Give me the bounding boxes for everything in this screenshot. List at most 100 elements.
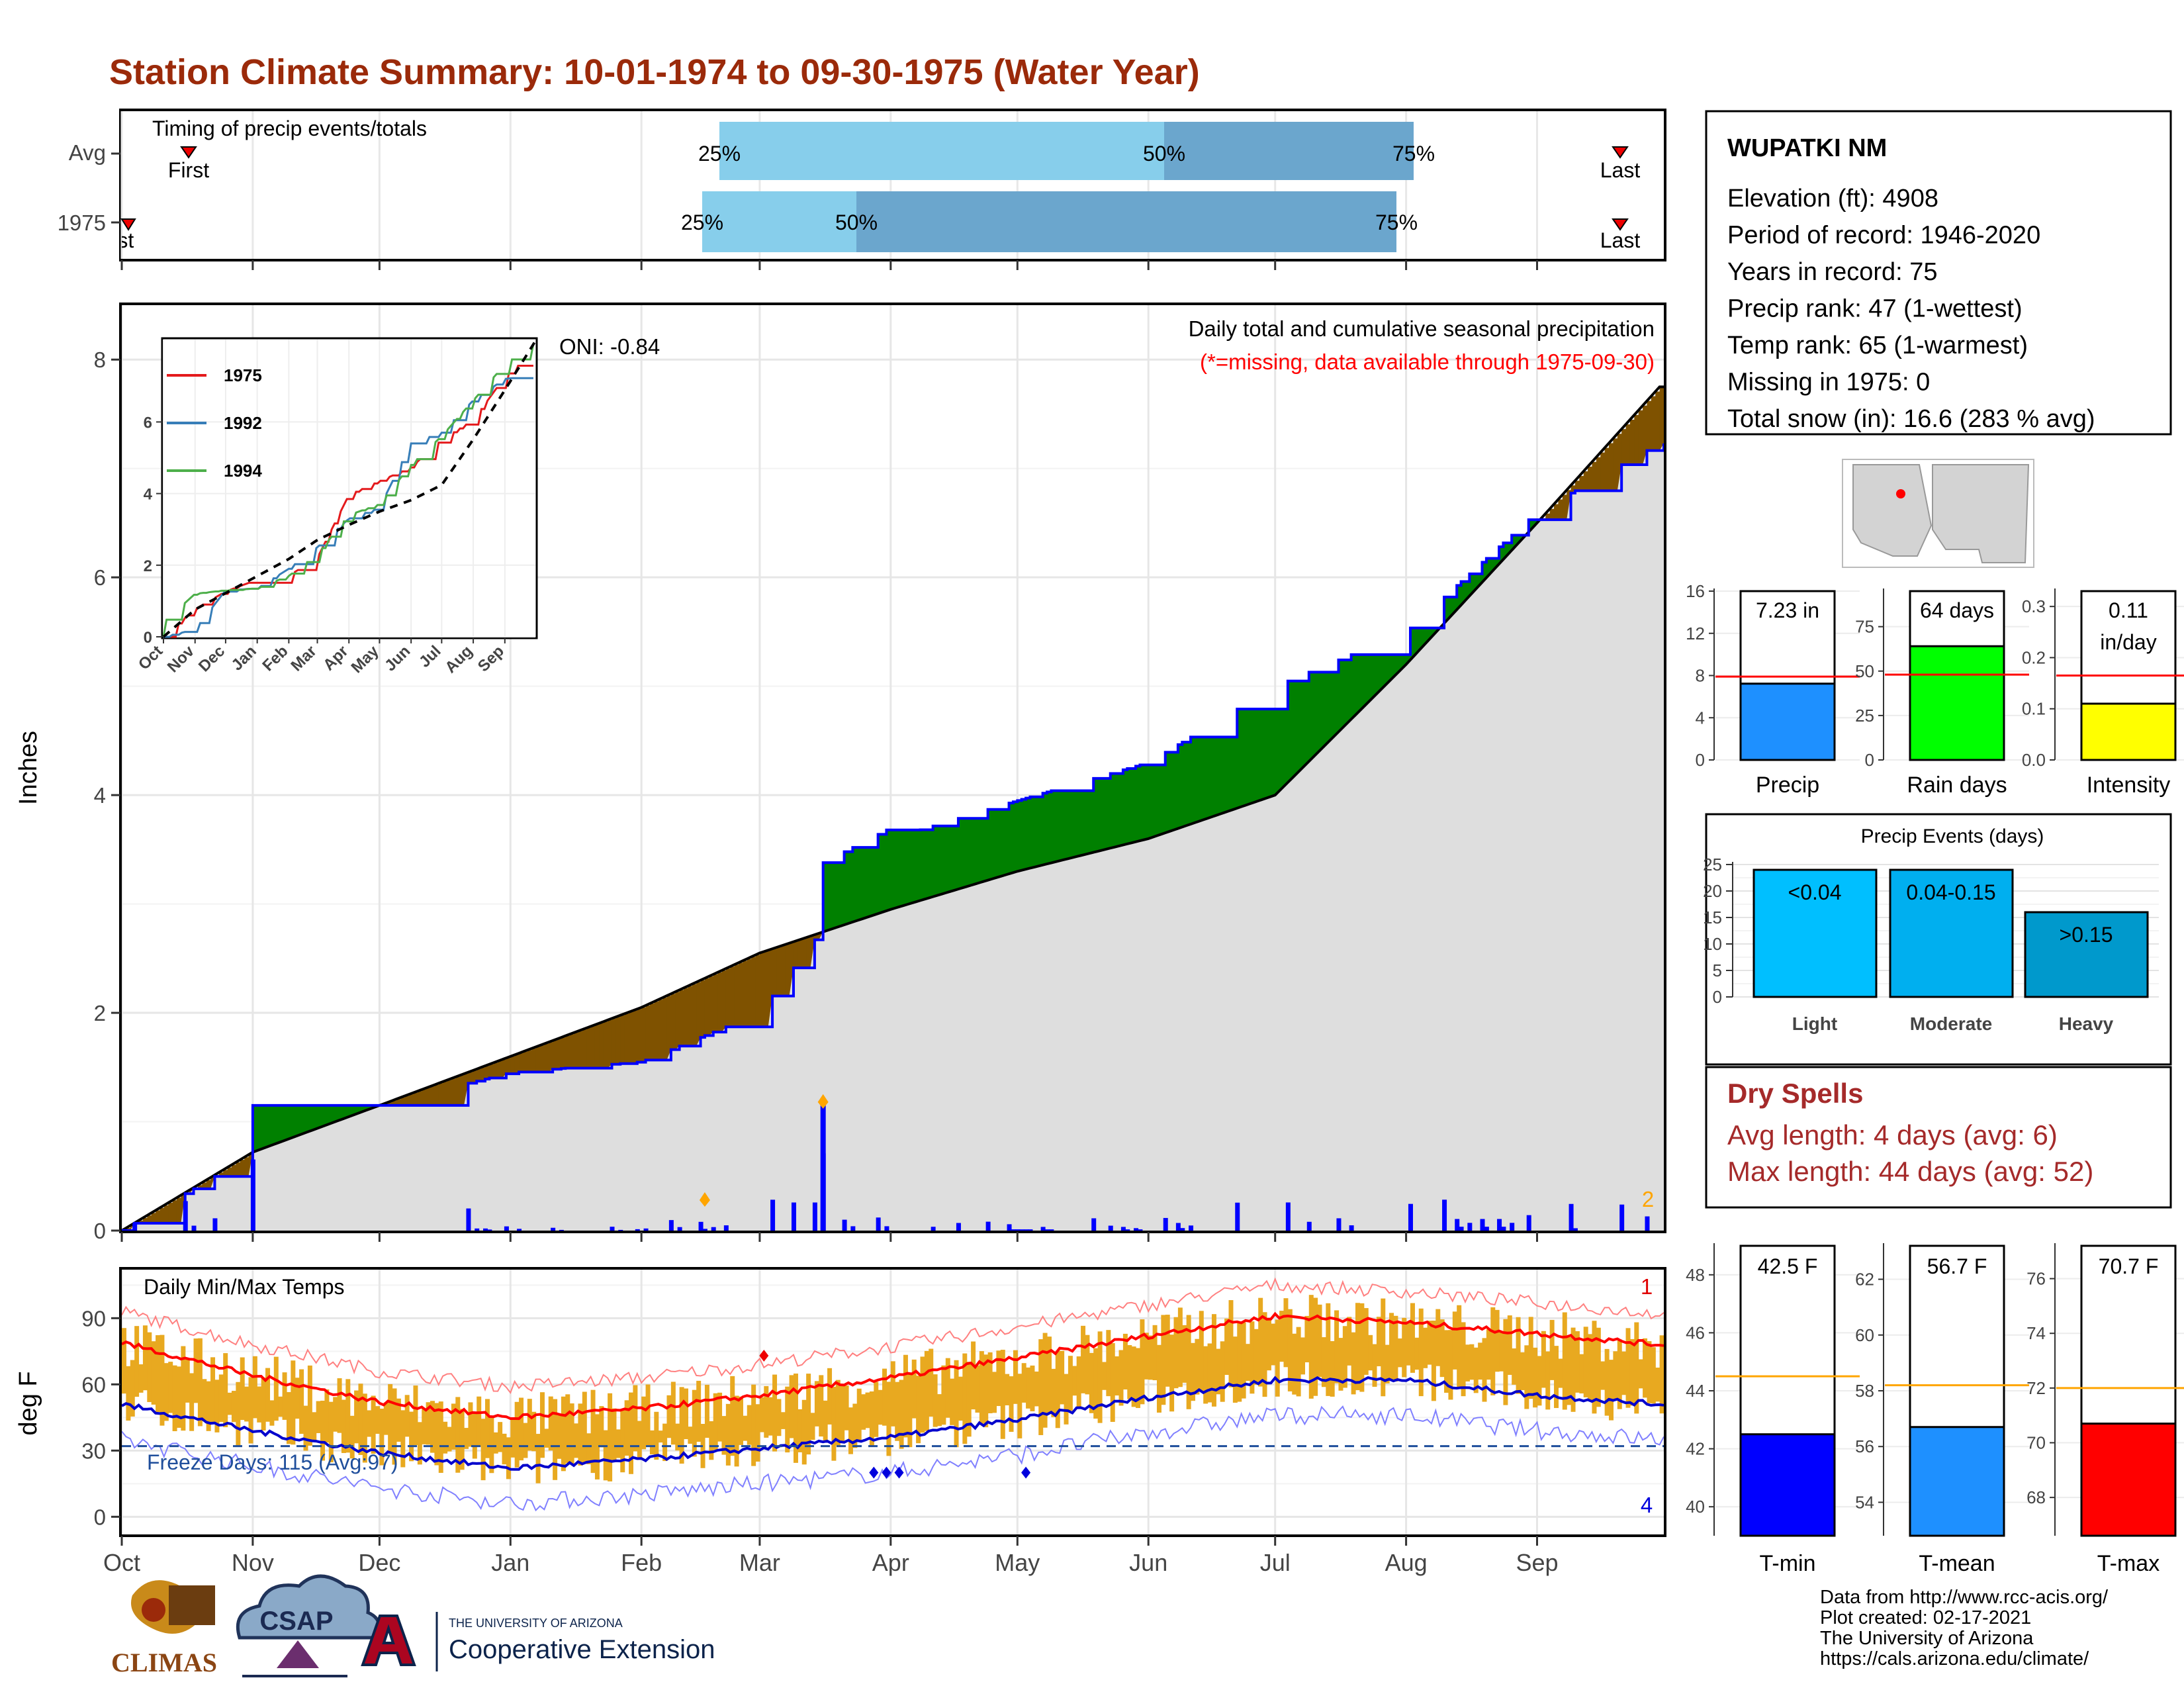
precip-difference-band (1224, 737, 1230, 813)
x-axis-month-label: Sep (1516, 1549, 1558, 1576)
precip-difference-band (341, 1105, 347, 1120)
precip-difference-band (1131, 769, 1136, 843)
precip-daily-bar (132, 1223, 138, 1231)
x-axis-month-label: May (995, 1549, 1040, 1576)
precip-difference-band (1625, 424, 1631, 465)
temperature-daily-range-bar (307, 1365, 312, 1446)
temperature-daily-range-bar (1144, 1333, 1149, 1380)
temperature-daily-range-bar (1334, 1310, 1340, 1383)
temperature-daily-range-bar (1512, 1348, 1517, 1385)
precip-difference-band (637, 1009, 642, 1062)
temperature-daily-range-bar (1152, 1325, 1158, 1381)
temperature-daily-range-bar (899, 1380, 904, 1449)
stat-bar-value (2080, 702, 2177, 761)
temperature-daily-range-bar (1583, 1327, 1588, 1397)
temperature-daily-range-bar (1393, 1315, 1398, 1382)
freeze-days-label: Freeze Days: 115 (Avg:97) (147, 1450, 398, 1474)
precip-difference-band (1574, 481, 1580, 491)
temperature-daily-range-bar (759, 1397, 764, 1432)
stat-bar-y-tick-label: 0.1 (2022, 699, 2046, 719)
precip-difference-band (1545, 513, 1551, 520)
temperature-daily-range-bar (688, 1427, 693, 1444)
temperature-daily-range-bar (1600, 1361, 1606, 1390)
temperature-daily-range-bar (1000, 1350, 1005, 1439)
temperature-daily-range-bar (675, 1423, 680, 1451)
precip-difference-band (434, 1084, 439, 1105)
precip-difference-band (1177, 744, 1183, 829)
temperature-daily-range-bar (214, 1380, 220, 1432)
temperature-bar-charts: 40 42 44 46 48 42.5 F T-min 54 56 58 60 62 56.7 F T-m… (1686, 1243, 2184, 1576)
precip-difference-band (1047, 792, 1052, 865)
precip-y-tick-label: 6 (94, 565, 106, 590)
precip-difference-band (1017, 800, 1023, 872)
inset-legend-label: 1992 (224, 413, 262, 433)
station-info-frame (1705, 110, 2172, 436)
precip-difference-band (1363, 654, 1369, 707)
temperature-daily-range-bar (181, 1346, 186, 1431)
stat-bar-category-label: Precip (1756, 773, 1819, 798)
precip-difference-band (1372, 654, 1377, 698)
temperature-bar-y-tick-label: 74 (2026, 1323, 2046, 1343)
stat-bar-charts: 0 4 8 12 16 7.23 in Precip 0 25 50 75 64 days Rain d… (1686, 581, 2184, 798)
precip-difference-band (1051, 790, 1056, 863)
precip-difference-band (1030, 796, 1035, 868)
temperature-daily-range-bar (1655, 1368, 1661, 1402)
temperature-daily-range-bar (725, 1403, 731, 1466)
temperature-daily-range-bar (472, 1413, 477, 1459)
precip-difference-band (1431, 628, 1437, 637)
precip-difference-band (1659, 387, 1664, 451)
temperature-daily-range-bar (1060, 1350, 1065, 1405)
timing-avg-last-label: Last (1600, 158, 1641, 182)
precip-difference-band (438, 1083, 443, 1105)
precip-difference-band (865, 847, 870, 918)
temperature-daily-range-bar (1241, 1322, 1246, 1399)
precip-difference-band (831, 863, 837, 929)
temperature-daily-range-bar (484, 1399, 490, 1458)
precip-difference-band (544, 1043, 549, 1072)
temperature-daily-range-bar (565, 1394, 570, 1464)
station-name: WUPATKI NM (1727, 134, 1887, 162)
precip-difference-band (793, 941, 799, 968)
precip-events-chart: Precip Events (days) 0 5 10 15 20 25 <0.04 Ligh… (1703, 813, 2172, 1066)
inset-y-tick-label: 2 (144, 557, 152, 575)
precip-difference-band (561, 1037, 567, 1069)
precip-difference-band (1216, 737, 1221, 816)
precip-difference-band (975, 818, 980, 884)
temperature-daily-range-bar (202, 1379, 207, 1422)
climas-logo-block (169, 1585, 215, 1625)
temperature-daily-range-bar (434, 1403, 439, 1466)
precip-daily-bar (618, 1229, 623, 1231)
precip-difference-band (1156, 765, 1162, 836)
precip-daily-bar (1501, 1227, 1506, 1231)
precip-difference-band (367, 1105, 372, 1110)
temperature-daily-range-bar (134, 1326, 140, 1397)
precip-difference-band (1211, 737, 1217, 818)
precip-difference-band (1258, 709, 1263, 801)
temperature-daily-range-bar (966, 1362, 972, 1437)
precip-difference-band (945, 825, 950, 893)
temperature-daily-range-bar (1596, 1327, 1601, 1407)
temperature-daily-range-bar (1579, 1354, 1584, 1394)
precip-difference-band (557, 1039, 562, 1070)
x-axis-month-label: Jan (491, 1549, 529, 1576)
precip-difference-band (358, 1105, 363, 1113)
temperature-record-low-line (122, 1405, 1664, 1512)
temperature-daily-range-bar (903, 1354, 908, 1438)
temperature-daily-range-bar (1042, 1333, 1048, 1428)
precip-y-tick-label: 4 (94, 783, 106, 808)
temperature-daily-range-bar (620, 1409, 625, 1473)
precip-daily-bar (985, 1221, 991, 1231)
temperature-daily-range-bar (1659, 1335, 1664, 1414)
x-axis-month-label: Oct (103, 1549, 140, 1576)
precip-difference-band (333, 1105, 338, 1123)
temperature-daily-range-bar (506, 1437, 511, 1479)
precip-daily-bar (1015, 1229, 1021, 1231)
temperature-daily-range-bar (345, 1379, 351, 1453)
precip-difference-band (455, 1076, 461, 1105)
temperature-daily-range-bar (1342, 1326, 1347, 1388)
precip-difference-band (739, 962, 744, 1027)
temperature-daily-range-bar (557, 1415, 562, 1459)
precip-difference-band (1246, 709, 1251, 806)
precip-difference-band (1600, 452, 1606, 491)
temperature-daily-range-bar (312, 1412, 317, 1442)
